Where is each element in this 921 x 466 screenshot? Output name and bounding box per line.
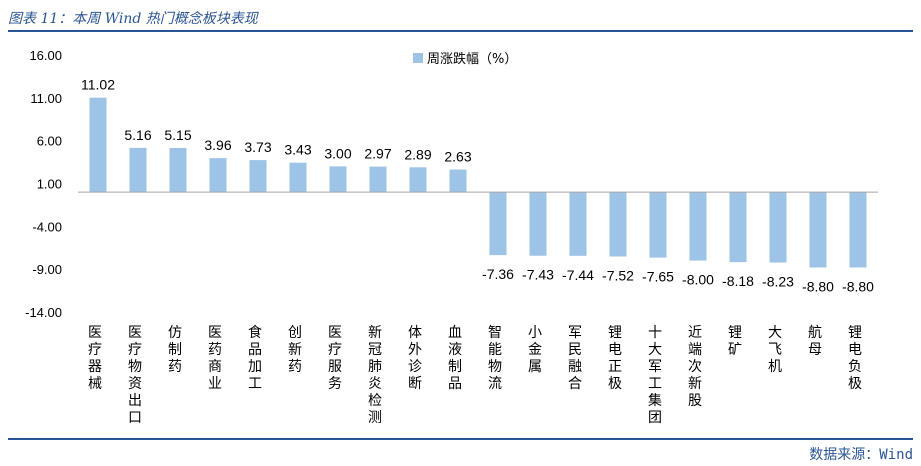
bar [409, 167, 427, 193]
data-label: 2.89 [404, 146, 431, 162]
category-label: 军民融合 [568, 325, 582, 392]
category-label: 近端次新股 [688, 325, 702, 409]
y-tick-label: -9.00 [32, 262, 62, 277]
data-label: -7.52 [602, 267, 634, 283]
figure-header: 图表 11：本周 Wind 热门概念板块表现 [0, 0, 921, 32]
legend-label: 周涨跌幅（%） [427, 51, 517, 67]
category-label: 创新药 [288, 325, 302, 375]
data-label: -7.65 [642, 269, 674, 285]
category-label: 医疗服务 [328, 325, 342, 392]
source-note: 数据来源：Wind [809, 447, 913, 463]
bar [569, 192, 587, 256]
bar [449, 169, 467, 193]
data-label: 5.16 [124, 127, 151, 143]
bar [209, 158, 227, 193]
bar [809, 192, 827, 268]
data-label: -8.18 [722, 273, 754, 289]
bar [489, 192, 507, 256]
y-tick-label: 1.00 [37, 177, 62, 192]
data-label: 3.73 [244, 139, 271, 155]
data-label: -8.23 [762, 274, 794, 290]
category-label: 医疗器械 [88, 325, 102, 392]
data-label: 2.97 [364, 146, 391, 162]
category-label: 食品加工 [248, 324, 262, 392]
category-label: 小金属 [528, 325, 542, 375]
bar [129, 147, 147, 193]
bar [369, 166, 387, 193]
figure-caption: 图表 11：本周 Wind 热门概念板块表现 [8, 11, 258, 27]
header-rule [8, 30, 913, 32]
bar [649, 192, 667, 258]
category-label: 锂矿 [728, 325, 742, 358]
bar [849, 192, 867, 268]
data-label: -8.80 [842, 278, 874, 294]
bar [289, 162, 307, 193]
y-axis: 16.00 11.00 6.00 1.00 -4.00 -9.00 -14.00 [25, 48, 62, 320]
data-label: 5.15 [164, 127, 191, 143]
category-label: 体外诊断 [408, 325, 422, 392]
footer-rule [8, 438, 913, 440]
category-labels-group: 医疗器械 医疗物资出口 仿制药 医药商业 食品加工 创新药 医疗服务 新冠肺炎检测 体外诊断 血液… [88, 324, 862, 426]
category-label: 大飞机 [768, 325, 782, 375]
legend: 周涨跌幅（%） [413, 51, 517, 67]
data-label: 3.43 [284, 142, 311, 158]
data-label: 3.96 [204, 137, 231, 153]
category-label: 锂电正极 [608, 325, 622, 392]
data-label: 2.63 [444, 149, 471, 165]
bar [329, 166, 347, 193]
data-label: -7.36 [482, 266, 514, 282]
category-label: 锂电负极 [848, 325, 862, 392]
bar [89, 97, 107, 193]
data-label: 3.00 [324, 145, 351, 161]
category-label: 新冠肺炎检测 [368, 325, 382, 426]
bar-chart: 16.00 11.00 6.00 1.00 -4.00 -9.00 -14.00 11.02… [25, 48, 878, 426]
y-tick-label: 11.00 [30, 91, 62, 106]
data-label: -7.43 [522, 267, 554, 283]
data-label: 11.02 [81, 77, 115, 93]
bar [769, 192, 787, 263]
y-tick-label: 16.00 [29, 48, 62, 63]
data-labels-group: 11.02 5.16 5.15 3.96 3.73 3.43 3.00 2.97 2.89 2.6… [81, 77, 874, 295]
legend-swatch [413, 53, 423, 63]
category-label: 智能物流 [488, 325, 502, 392]
category-label: 航母 [808, 325, 822, 358]
category-label: 十大军工集团 [648, 325, 662, 426]
category-label: 仿制药 [168, 325, 182, 375]
data-label: -8.80 [802, 278, 834, 294]
bars-group [89, 97, 867, 268]
data-label: -8.00 [682, 272, 714, 288]
bar [689, 192, 707, 261]
category-label: 医药商业 [208, 325, 222, 392]
y-tick-label: 6.00 [37, 134, 62, 149]
y-tick-label: -14.00 [25, 305, 62, 320]
y-tick-label: -4.00 [32, 219, 62, 234]
bar [249, 160, 267, 193]
bar [729, 192, 747, 263]
bar [609, 192, 627, 257]
category-label: 血液制品 [448, 325, 462, 392]
bar [529, 192, 547, 256]
data-label: -7.44 [562, 267, 594, 283]
bar [169, 147, 187, 193]
category-label: 医疗物资出口 [128, 325, 142, 426]
